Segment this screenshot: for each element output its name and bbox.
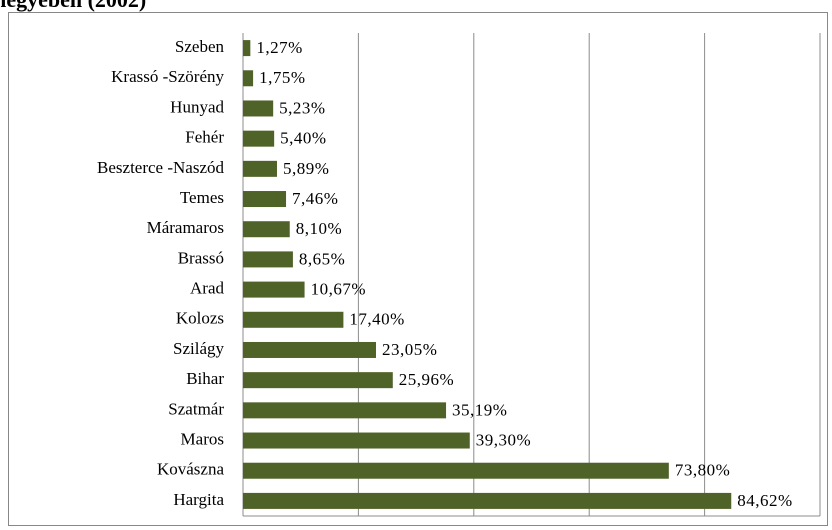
- bar: [243, 191, 287, 208]
- y-tick-label: Kovászna: [157, 460, 224, 479]
- y-tick-label: Szeben: [175, 37, 225, 56]
- bar: [243, 402, 447, 419]
- chart-title: megyében (2002): [0, 0, 146, 12]
- y-tick-label: Krassó -Szörény: [111, 67, 224, 86]
- bar: [243, 311, 344, 328]
- data-label: 5,23%: [279, 98, 325, 117]
- data-label: 5,40%: [280, 129, 326, 148]
- data-label: 8,10%: [296, 219, 342, 238]
- data-label: 8,65%: [299, 249, 345, 268]
- y-tick-label: Beszterce -Naszód: [97, 158, 224, 177]
- y-tick-label: Máramaros: [147, 218, 224, 237]
- bar: [243, 372, 393, 389]
- bar: [243, 432, 470, 449]
- bar: [243, 70, 254, 87]
- bar: [243, 221, 290, 238]
- y-tick-label: Arad: [190, 279, 224, 298]
- data-label: 84,62%: [737, 491, 792, 510]
- data-label: 1,75%: [259, 68, 305, 87]
- bar: [243, 281, 305, 298]
- bar: [243, 251, 293, 268]
- y-tick-label: Hunyad: [170, 97, 224, 116]
- data-label: 39,30%: [476, 430, 531, 449]
- data-label: 1,27%: [256, 38, 302, 57]
- y-tick-label: Brassó: [178, 248, 224, 267]
- y-tick-label: Hargita: [173, 490, 224, 509]
- data-label: 5,89%: [283, 159, 329, 178]
- data-label: 73,80%: [675, 461, 730, 480]
- bar: [243, 341, 376, 358]
- bar: [243, 492, 732, 509]
- data-label: 7,46%: [292, 189, 338, 208]
- y-tick-label: Maros: [181, 429, 224, 448]
- y-tick-label: Bihar: [186, 369, 224, 388]
- y-tick-label: Fehér: [185, 128, 224, 147]
- bar: [243, 40, 251, 57]
- data-label: 17,40%: [349, 310, 404, 329]
- data-label: 10,67%: [311, 280, 366, 299]
- bar: [243, 130, 275, 147]
- y-tick-label: Kolozs: [176, 309, 224, 328]
- bar: [243, 462, 669, 479]
- data-label: 23,05%: [382, 340, 437, 359]
- y-tick-label: Szilágy: [173, 339, 224, 358]
- bar: [243, 160, 277, 177]
- y-tick-label: Temes: [180, 188, 224, 207]
- y-tick-label: Szatmár: [168, 399, 224, 418]
- bar: [243, 100, 274, 117]
- data-label: 35,19%: [452, 400, 507, 419]
- data-label: 25,96%: [399, 370, 454, 389]
